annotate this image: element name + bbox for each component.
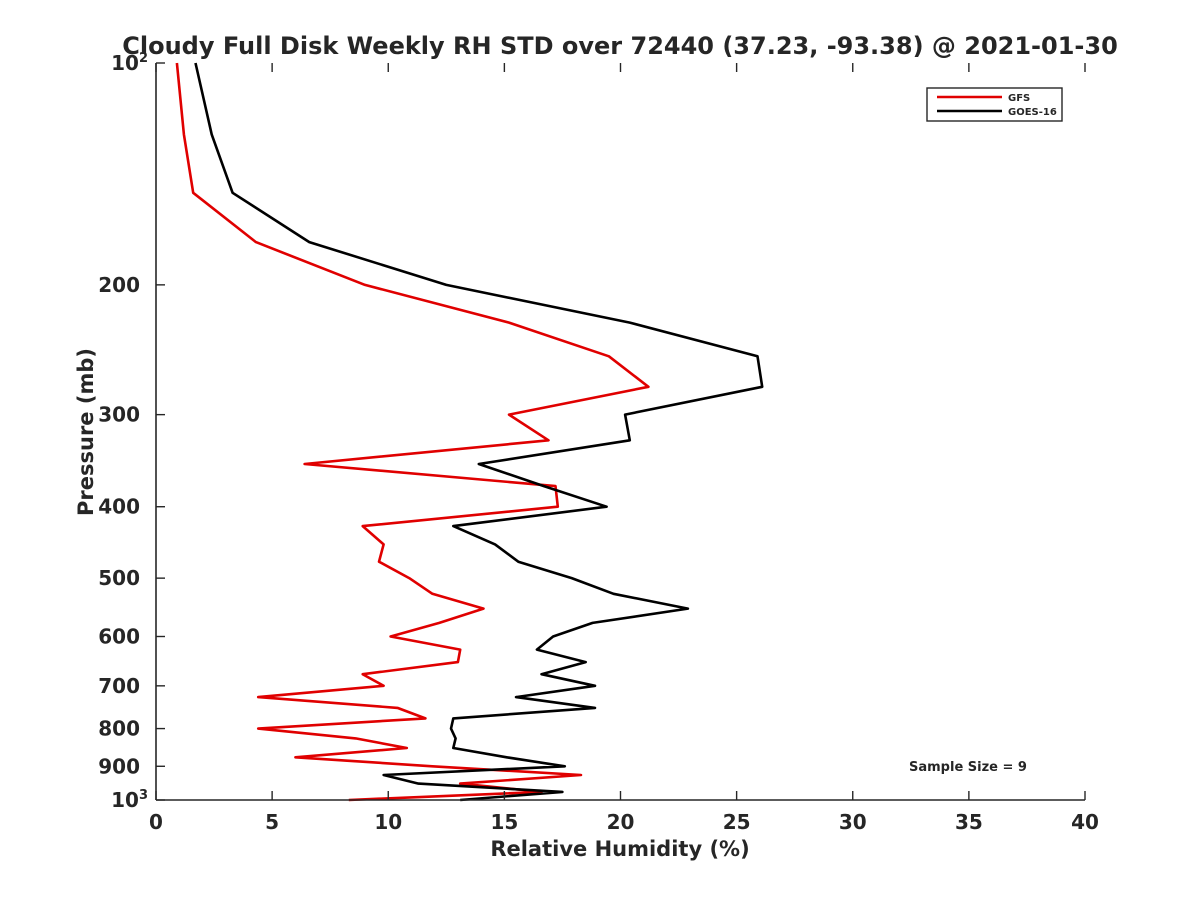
- legend-label-gfs: GFS: [1008, 93, 1030, 104]
- legend: GFS GOES-16: [926, 87, 1063, 122]
- x-tick-label: 5: [265, 810, 279, 834]
- x-axis-label: Relative Humidity (%): [490, 837, 749, 861]
- series-line-0: [175, 62, 650, 802]
- y-axis-label: Pressure (mb): [74, 348, 98, 516]
- x-tick-label: 15: [490, 810, 518, 834]
- x-tick-label: 35: [955, 810, 983, 834]
- y-tick-label: 500: [98, 566, 140, 590]
- y-tick-label: 800: [98, 717, 140, 741]
- x-tick-label: 0: [149, 810, 163, 834]
- x-tick-label: 20: [607, 810, 635, 834]
- x-tick-label: 40: [1071, 810, 1099, 834]
- y-tick-label: 300: [98, 403, 140, 427]
- legend-box: [926, 87, 1063, 122]
- x-tick-label: 10: [374, 810, 402, 834]
- y-tick-label: 700: [98, 674, 140, 698]
- sample-size-annotation: Sample Size = 9: [909, 760, 1027, 775]
- x-tick-label: 25: [723, 810, 751, 834]
- series-line-1: [194, 62, 764, 802]
- y-ticks: 102 200 300 400 500 600 700 800 900 103: [98, 51, 165, 812]
- plot-lines: [175, 62, 764, 802]
- y-tick-label: 103: [111, 788, 148, 812]
- y-tick-label: 102: [111, 51, 148, 75]
- legend-label-goes16: GOES-16: [1008, 107, 1057, 118]
- chart-title: Cloudy Full Disk Weekly RH STD over 7244…: [122, 32, 1118, 60]
- y-tick-label: 600: [98, 624, 140, 648]
- x-ticks: 0 5 10 15 20 25 30 35 40: [149, 63, 1099, 834]
- x-tick-label: 30: [839, 810, 867, 834]
- y-tick-label: 900: [98, 754, 140, 778]
- y-tick-label: 200: [98, 273, 140, 297]
- y-tick-label: 400: [98, 495, 140, 519]
